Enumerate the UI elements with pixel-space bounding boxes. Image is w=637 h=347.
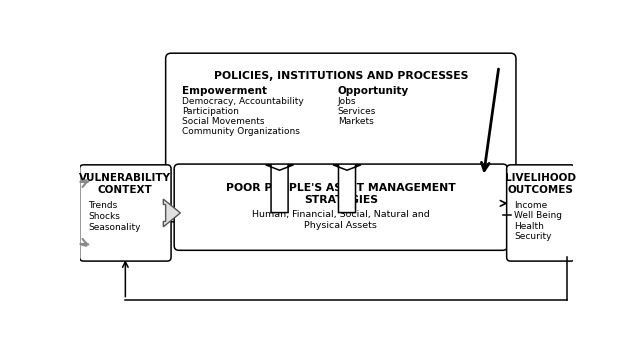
Text: Democracy, Accountability: Democracy, Accountability [182, 97, 304, 106]
FancyBboxPatch shape [506, 165, 575, 261]
Text: Social Movements: Social Movements [182, 117, 264, 126]
FancyBboxPatch shape [80, 165, 171, 261]
Text: Markets: Markets [338, 117, 373, 126]
Text: VULNERABILITY
CONTEXT: VULNERABILITY CONTEXT [80, 173, 171, 195]
Text: Human, Financial, Social, Natural and
Physical Assets: Human, Financial, Social, Natural and Ph… [252, 210, 430, 230]
Text: Services: Services [338, 107, 376, 116]
Text: Opportunity: Opportunity [338, 86, 409, 96]
Text: Empowerment: Empowerment [182, 86, 267, 96]
Text: Community Organizations: Community Organizations [182, 127, 300, 136]
Text: Seasonality: Seasonality [88, 222, 141, 231]
FancyBboxPatch shape [174, 164, 508, 250]
Polygon shape [266, 165, 294, 213]
Text: Well Being: Well Being [515, 211, 562, 220]
Text: Income: Income [515, 201, 548, 210]
Text: Trends: Trends [88, 201, 117, 210]
Text: Shocks: Shocks [88, 212, 120, 221]
FancyBboxPatch shape [166, 53, 516, 222]
Text: POLICIES, INSTITUTIONS AND PROCESSES: POLICIES, INSTITUTIONS AND PROCESSES [213, 71, 468, 81]
Text: Health: Health [515, 222, 544, 231]
Text: LIVELIHOOD
OUTCOMES: LIVELIHOOD OUTCOMES [505, 173, 576, 195]
Text: Jobs: Jobs [338, 97, 356, 106]
Text: Participation: Participation [182, 107, 239, 116]
Polygon shape [163, 199, 180, 227]
Text: Security: Security [515, 232, 552, 241]
Text: POOR PEOPLE'S ASSET MANAGEMENT
STRATEGIES: POOR PEOPLE'S ASSET MANAGEMENT STRATEGIE… [226, 183, 455, 205]
Polygon shape [333, 165, 361, 213]
